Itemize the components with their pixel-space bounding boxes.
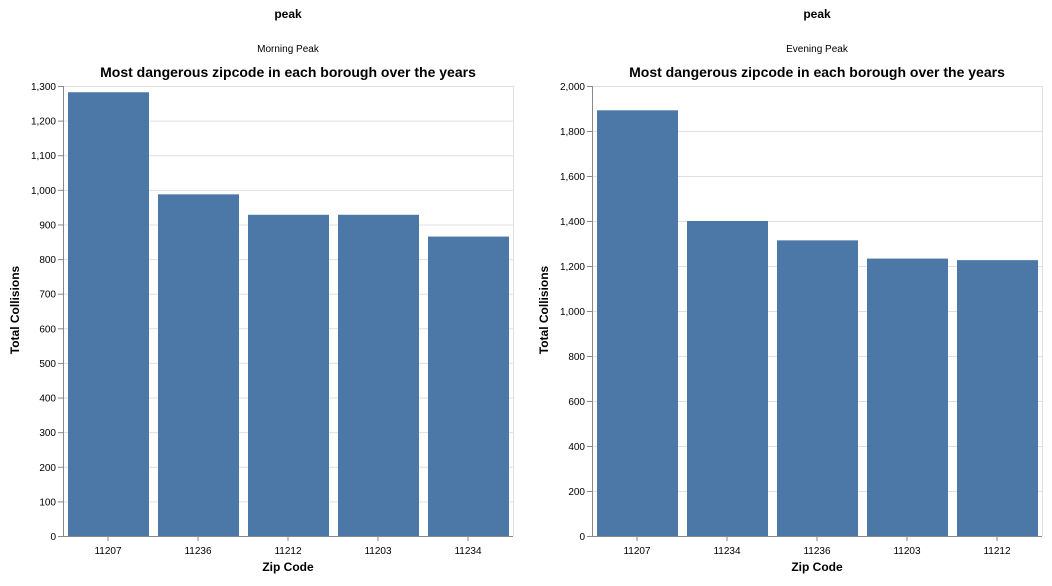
y-tick-label: 0 <box>50 532 56 543</box>
y-tick-label: 200 <box>39 463 56 474</box>
facet-header: peak <box>274 7 302 21</box>
bar-11203 <box>338 214 419 536</box>
y-tick-label: 1,300 <box>31 82 56 93</box>
y-axis-title: Total Collisions <box>8 265 22 354</box>
y-tick-label: 1,400 <box>560 217 585 228</box>
y-tick-label: 800 <box>39 255 56 266</box>
x-tick-label: 11234 <box>454 546 482 557</box>
facet-header: peak <box>803 7 831 21</box>
y-tick-label: 500 <box>39 359 56 370</box>
y-axis: 0 200 400 600 800 1,000 1,200 1,400 1,600 1,800 2,… <box>560 82 593 543</box>
y-tick-label: 400 <box>39 394 56 405</box>
y-tick-label: 1,200 <box>560 262 585 273</box>
x-tick-label: 11212 <box>274 546 302 557</box>
bar-11212 <box>248 214 329 536</box>
bars <box>68 92 509 537</box>
x-tick-label: 11234 <box>713 546 741 557</box>
y-tick-label: 1,600 <box>560 172 585 183</box>
chart-title: Most dangerous zipcode in each borough o… <box>100 64 476 80</box>
y-tick-label: 0 <box>579 532 585 543</box>
y-tick-label: 600 <box>568 397 585 408</box>
bar-11236 <box>777 240 858 536</box>
facet-label: Morning Peak <box>257 44 320 55</box>
y-tick-label: 800 <box>568 352 585 363</box>
y-tick-label: 1,800 <box>560 127 585 138</box>
y-tick-label: 1,000 <box>560 307 585 318</box>
bar-11236 <box>158 194 239 536</box>
bar-11207 <box>68 92 149 536</box>
y-tick-label: 900 <box>39 220 56 231</box>
x-tick-label: 11203 <box>893 546 921 557</box>
y-tick-label: 1,100 <box>31 151 56 162</box>
y-tick-label: 300 <box>39 428 56 439</box>
x-tick-label: 11236 <box>184 546 212 557</box>
facet-morning-peak: peak Morning Peak Most dangerous zipcode… <box>8 7 514 574</box>
x-tick-label: 11207 <box>623 546 651 557</box>
bars <box>597 110 1038 537</box>
facet-label: Evening Peak <box>786 44 849 55</box>
x-tick-label: 11236 <box>803 546 831 557</box>
x-tick-label: 11203 <box>364 546 392 557</box>
x-axis-title: Zip Code <box>262 560 314 574</box>
bar-11203 <box>867 258 948 536</box>
x-tick-label: 11207 <box>94 546 122 557</box>
bar-11212 <box>957 260 1038 536</box>
y-tick-label: 1,200 <box>31 117 56 128</box>
y-tick-label: 1,000 <box>31 186 56 197</box>
bar-11207 <box>597 110 678 537</box>
y-tick-label: 200 <box>568 487 585 498</box>
y-tick-label: 400 <box>568 442 585 453</box>
y-axis-title: Total Collisions <box>537 265 551 354</box>
y-tick-label: 600 <box>39 324 56 335</box>
facet-evening-peak: peak Evening Peak Most dangerous zipcode… <box>537 7 1043 574</box>
bar-11234 <box>428 236 509 537</box>
x-tick-label: 11212 <box>983 546 1011 557</box>
y-tick-label: 100 <box>39 497 56 508</box>
x-axis-title: Zip Code <box>791 560 843 574</box>
y-tick-label: 700 <box>39 290 56 301</box>
y-axis: 0 100 200 300 400 500 600 700 800 900 1,000 1,100 1,… <box>31 82 64 543</box>
bar-11234 <box>687 221 768 536</box>
x-axis: 11207 11236 11212 11203 11234 <box>63 536 513 557</box>
y-tick-label: 2,000 <box>560 82 585 93</box>
chart-title: Most dangerous zipcode in each borough o… <box>629 64 1005 80</box>
x-axis: 11207 11234 11236 11203 11212 <box>592 536 1042 557</box>
